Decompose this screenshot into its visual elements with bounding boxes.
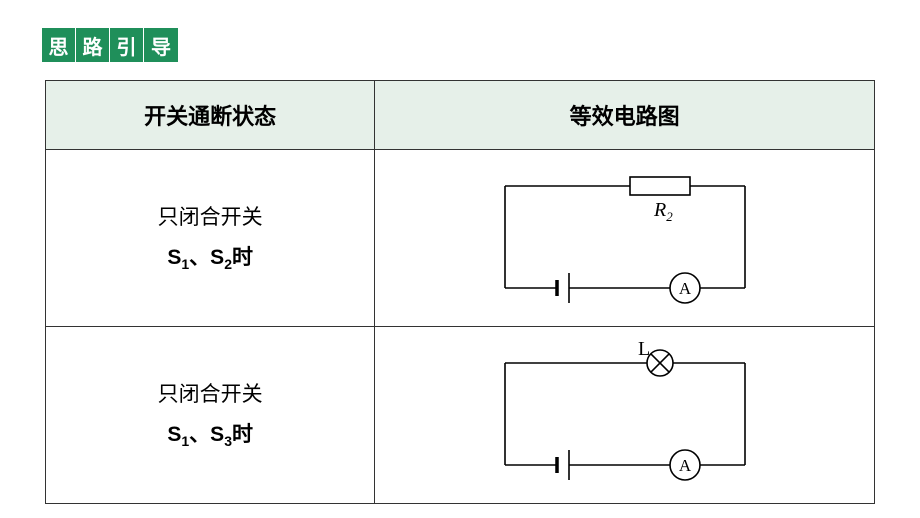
diagram-cell: R2 A — [375, 150, 875, 327]
svg-text:A: A — [679, 279, 692, 298]
col-header-diagram: 等效电路图 — [375, 81, 875, 150]
badge-strip: 思路引导 — [42, 28, 178, 62]
table-body: 只闭合开关S1、S2时R2A只闭合开关S1、S3时LA — [46, 150, 875, 504]
svg-text:R2: R2 — [653, 199, 673, 224]
table-row: 只闭合开关S1、S3时LA — [46, 327, 875, 504]
table-header-row: 开关通断状态 等效电路图 — [46, 81, 875, 150]
badge-char: 路 — [76, 28, 110, 62]
svg-text:A: A — [679, 456, 692, 475]
state-text: 只闭合开关S1、S3时 — [54, 375, 366, 455]
table-row: 只闭合开关S1、S2时 R2 A — [46, 150, 875, 327]
svg-text:L: L — [638, 338, 650, 360]
circuit-diagram: LA — [455, 335, 795, 495]
col-header-state: 开关通断状态 — [46, 81, 375, 150]
badge-char: 引 — [110, 28, 144, 62]
badge-char: 思 — [42, 28, 76, 62]
badge-char: 导 — [144, 28, 178, 62]
main-table: 开关通断状态 等效电路图 只闭合开关S1、S2时R2A只闭合开关S1、S3时LA — [45, 80, 875, 504]
diagram-cell: LA — [375, 327, 875, 504]
circuit-diagram: R2 A — [455, 158, 795, 318]
state-text: 只闭合开关S1、S2时 — [54, 198, 366, 278]
state-cell: 只闭合开关S1、S3时 — [46, 327, 375, 504]
state-cell: 只闭合开关S1、S2时 — [46, 150, 375, 327]
